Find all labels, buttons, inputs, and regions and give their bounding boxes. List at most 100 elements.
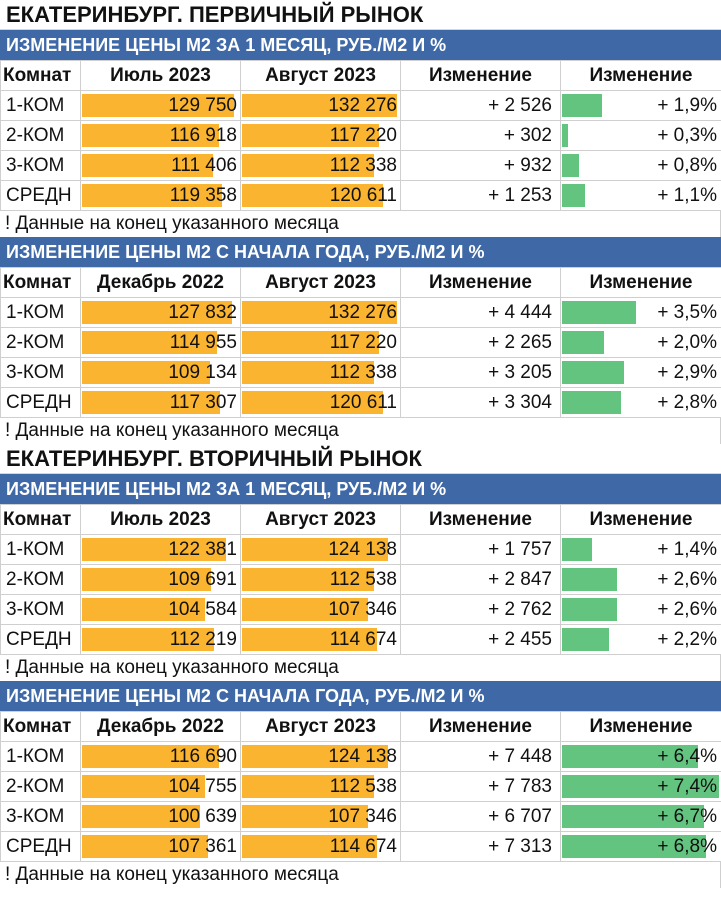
- price-to-cell: 117 220: [240, 327, 401, 358]
- price-bar: [82, 391, 220, 414]
- change-pct-cell: + 3,5%: [560, 297, 721, 328]
- price-to-cell: 107 346: [240, 594, 401, 625]
- price-table: Комнат Июль 2023 Август 2023 Изменение Измен…: [0, 60, 721, 211]
- price-value: 111 406: [171, 154, 237, 176]
- price-bar: [242, 154, 374, 177]
- change-bar: [562, 184, 585, 207]
- change-pct-cell: + 1,1%: [560, 180, 721, 211]
- price-bar: [242, 184, 383, 207]
- column-header: Июль 2023: [80, 60, 241, 91]
- change-bar: [562, 745, 698, 768]
- market-title: ЕКАТЕРИНБУРГ. ПЕРВИЧНЫЙ РЫНОК: [0, 0, 721, 30]
- price-from-cell: 104 755: [80, 771, 241, 802]
- price-bar: [82, 184, 222, 207]
- price-bar: [82, 154, 213, 177]
- change-pct-cell: + 2,0%: [560, 327, 721, 358]
- room-type-cell: СРЕДН: [0, 624, 81, 655]
- room-type-cell: 3-КОМ: [0, 801, 81, 832]
- change-abs-cell: + 2 526: [400, 90, 561, 121]
- price-value: 112 338: [329, 154, 397, 176]
- price-value: 116 918: [169, 124, 237, 146]
- change-bar: [562, 628, 609, 651]
- price-to-cell: 112 538: [240, 564, 401, 595]
- price-value: 116 690: [169, 745, 237, 767]
- price-value: 114 674: [329, 835, 397, 857]
- table-row: 2-КОМ 114 955 117 220 + 2 265 + 2,0%: [0, 327, 721, 358]
- price-table: Комнат Декабрь 2022 Август 2023 Изменение Из…: [0, 711, 721, 862]
- price-value: 114 955: [169, 331, 237, 353]
- price-value: 112 219: [169, 628, 237, 650]
- change-pct-value: + 1,1%: [657, 184, 717, 206]
- change-pct-cell: + 6,4%: [560, 741, 721, 772]
- change-bar: [562, 538, 592, 561]
- change-pct-cell: + 1,9%: [560, 90, 721, 121]
- change-pct-cell: + 7,4%: [560, 771, 721, 802]
- table-header-row: Комнат Декабрь 2022 Август 2023 Изменение Из…: [0, 267, 721, 298]
- change-pct-value: + 2,2%: [657, 628, 717, 650]
- table-header-row: Комнат Декабрь 2022 Август 2023 Изменение Из…: [0, 711, 721, 742]
- price-from-cell: 122 381: [80, 534, 241, 565]
- room-type-cell: 1-КОМ: [0, 534, 81, 565]
- change-pct-cell: + 6,8%: [560, 831, 721, 862]
- change-pct-value: + 1,9%: [657, 94, 717, 116]
- price-value: 124 138: [328, 745, 397, 767]
- table-row: 2-КОМ 116 918 117 220 + 302 + 0,3%: [0, 120, 721, 151]
- price-from-cell: 119 358: [80, 180, 241, 211]
- change-abs-cell: + 1 757: [400, 534, 561, 565]
- change-abs-cell: + 3 304: [400, 387, 561, 418]
- price-to-cell: 117 220: [240, 120, 401, 151]
- table-row: 1-КОМ 129 750 132 276 + 2 526 + 1,9%: [0, 90, 721, 121]
- change-pct-value: + 6,7%: [657, 805, 717, 827]
- price-from-cell: 127 832: [80, 297, 241, 328]
- change-pct-value: + 0,3%: [657, 124, 717, 146]
- change-abs-cell: + 7 783: [400, 771, 561, 802]
- change-abs-cell: + 6 707: [400, 801, 561, 832]
- price-from-cell: 111 406: [80, 150, 241, 181]
- price-to-cell: 120 611: [240, 180, 401, 211]
- column-header: Комнат: [0, 711, 81, 742]
- table-row: 1-КОМ 122 381 124 138 + 1 757 + 1,4%: [0, 534, 721, 565]
- price-table: Комнат Июль 2023 Август 2023 Изменение Измен…: [0, 504, 721, 655]
- change-pct-value: + 2,9%: [657, 361, 717, 383]
- change-bar: [562, 154, 579, 177]
- column-header: Август 2023: [240, 60, 401, 91]
- price-value: 104 755: [168, 775, 237, 797]
- table-row: 3-КОМ 104 584 107 346 + 2 762 + 2,6%: [0, 594, 721, 625]
- price-from-cell: 116 690: [80, 741, 241, 772]
- price-to-cell: 124 138: [240, 741, 401, 772]
- price-bar: [242, 745, 388, 768]
- price-to-cell: 124 138: [240, 534, 401, 565]
- column-header: Август 2023: [240, 711, 401, 742]
- price-value: 112 338: [329, 361, 397, 383]
- table-row: 2-КОМ 104 755 112 538 + 7 783 + 7,4%: [0, 771, 721, 802]
- change-pct-cell: + 2,6%: [560, 564, 721, 595]
- change-pct-value: + 2,0%: [657, 331, 717, 353]
- price-value: 107 346: [328, 805, 397, 827]
- price-from-cell: 114 955: [80, 327, 241, 358]
- change-bar: [562, 124, 568, 147]
- column-header: Изменение: [560, 267, 721, 298]
- price-value: 122 381: [168, 538, 237, 560]
- change-bar: [562, 391, 621, 414]
- change-bar: [562, 835, 706, 858]
- section-title: ИЗМЕНЕНИЕ ЦЕНЫ М2 С НАЧАЛА ГОДА, РУБ./М2…: [0, 237, 721, 267]
- room-type-cell: 3-КОМ: [0, 150, 81, 181]
- price-bar: [242, 835, 377, 858]
- change-pct-cell: + 2,2%: [560, 624, 721, 655]
- table-row: 1-КОМ 116 690 124 138 + 7 448 + 6,4%: [0, 741, 721, 772]
- table-row: 3-КОМ 111 406 112 338 + 932 + 0,8%: [0, 150, 721, 181]
- price-bar: [82, 628, 214, 651]
- price-value: 109 134: [168, 361, 237, 383]
- column-header: Изменение: [400, 60, 561, 91]
- price-value: 100 639: [168, 805, 237, 827]
- change-pct-cell: + 2,6%: [560, 594, 721, 625]
- price-bar: [242, 331, 379, 354]
- room-type-cell: 1-КОМ: [0, 741, 81, 772]
- change-pct-cell: + 0,3%: [560, 120, 721, 151]
- price-value: 107 361: [168, 835, 237, 857]
- price-value: 127 832: [168, 301, 237, 323]
- price-from-cell: 117 307: [80, 387, 241, 418]
- price-from-cell: 100 639: [80, 801, 241, 832]
- price-value: 117 220: [329, 331, 397, 353]
- table-row: СРЕДН 117 307 120 611 + 3 304 + 2,8%: [0, 387, 721, 418]
